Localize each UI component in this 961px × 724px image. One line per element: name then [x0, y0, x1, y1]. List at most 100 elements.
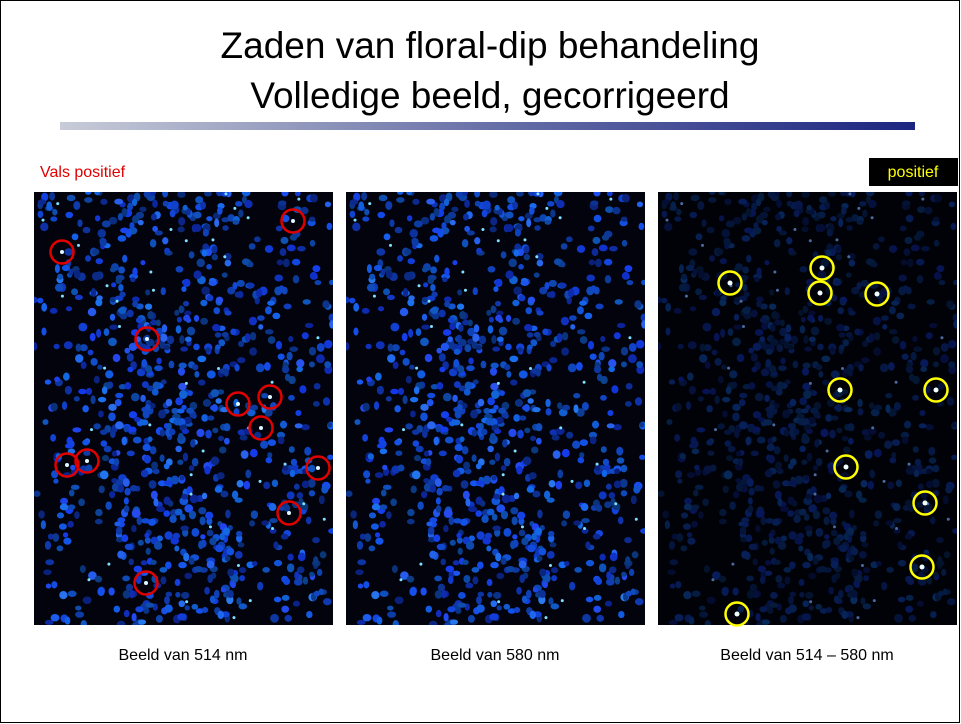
- cell: [700, 344, 706, 352]
- cell: [374, 401, 379, 410]
- cell: [284, 504, 291, 511]
- cell: [719, 519, 727, 525]
- cell: [475, 201, 481, 207]
- cell: [531, 339, 537, 346]
- cell: [102, 220, 111, 227]
- cell: [175, 509, 183, 516]
- cell: [366, 344, 372, 349]
- spot: [316, 466, 320, 470]
- cell: [756, 199, 761, 206]
- bright-spot: [373, 295, 376, 298]
- cell: [699, 354, 707, 363]
- cell: [118, 484, 124, 492]
- bright-spot: [685, 295, 688, 298]
- cell: [45, 559, 54, 565]
- cell: [434, 208, 440, 217]
- cell: [615, 299, 623, 305]
- cell: [944, 551, 951, 558]
- cell: [933, 465, 940, 473]
- cell: [889, 329, 897, 334]
- cell: [361, 192, 367, 201]
- cell: [689, 386, 696, 395]
- cell: [570, 324, 575, 329]
- cell: [151, 462, 158, 470]
- cell: [132, 509, 141, 518]
- cell: [741, 551, 748, 559]
- cell: [352, 223, 360, 232]
- cell: [70, 465, 75, 470]
- cell: [624, 265, 632, 272]
- cell: [683, 523, 691, 529]
- cell: [46, 201, 52, 210]
- cell: [562, 332, 568, 340]
- cell: [590, 353, 597, 359]
- cell: [612, 207, 620, 214]
- cell: [804, 346, 812, 351]
- cell: [362, 434, 368, 442]
- cell: [599, 244, 608, 251]
- spot: [236, 402, 240, 406]
- cell: [905, 534, 913, 540]
- cell: [245, 333, 251, 342]
- cell: [463, 462, 470, 470]
- cell: [489, 226, 496, 232]
- cell: [192, 458, 199, 466]
- cell: [720, 329, 725, 338]
- cell: [120, 228, 129, 234]
- cell: [302, 481, 309, 489]
- cell: [464, 344, 471, 352]
- cell: [818, 315, 823, 322]
- cell: [573, 393, 580, 398]
- cell: [321, 486, 328, 494]
- cell: [747, 478, 754, 487]
- cell: [257, 315, 265, 321]
- cell: [621, 361, 627, 367]
- cell: [788, 248, 794, 254]
- cell: [125, 544, 134, 550]
- cell: [793, 429, 799, 436]
- cell: [698, 396, 704, 401]
- cell: [145, 289, 150, 295]
- cell: [940, 354, 949, 363]
- cell: [169, 515, 176, 523]
- bright-spot: [921, 198, 924, 201]
- cell: [545, 399, 550, 407]
- bright-spot: [776, 289, 779, 292]
- cell: [534, 332, 541, 338]
- cell: [268, 439, 276, 446]
- cell: [491, 335, 496, 344]
- cell: [194, 315, 199, 322]
- cell: [198, 540, 204, 549]
- cell: [485, 418, 493, 426]
- cell: [919, 423, 927, 428]
- cell: [183, 279, 191, 287]
- cell: [367, 284, 375, 292]
- cell: [517, 430, 524, 439]
- cell: [948, 340, 956, 349]
- cell: [776, 388, 783, 395]
- spot: [85, 459, 89, 463]
- cell: [205, 512, 213, 520]
- cell: [417, 501, 423, 510]
- cell: [605, 601, 612, 607]
- cell: [414, 220, 423, 227]
- cell: [124, 426, 129, 433]
- cell: [893, 503, 901, 511]
- cell: [138, 220, 144, 226]
- cell: [285, 374, 290, 382]
- cell: [371, 523, 379, 529]
- cell: [270, 614, 279, 623]
- cell: [757, 437, 766, 444]
- cell: [363, 403, 370, 411]
- cell: [210, 595, 215, 603]
- cell: [394, 405, 401, 412]
- cell: [487, 509, 495, 516]
- bright-spot: [302, 502, 305, 505]
- cell: [929, 457, 937, 463]
- cell: [617, 457, 625, 463]
- cell: [817, 344, 824, 351]
- cell: [762, 220, 768, 226]
- cell: [250, 332, 256, 340]
- cell: [283, 578, 290, 585]
- cell: [91, 288, 96, 297]
